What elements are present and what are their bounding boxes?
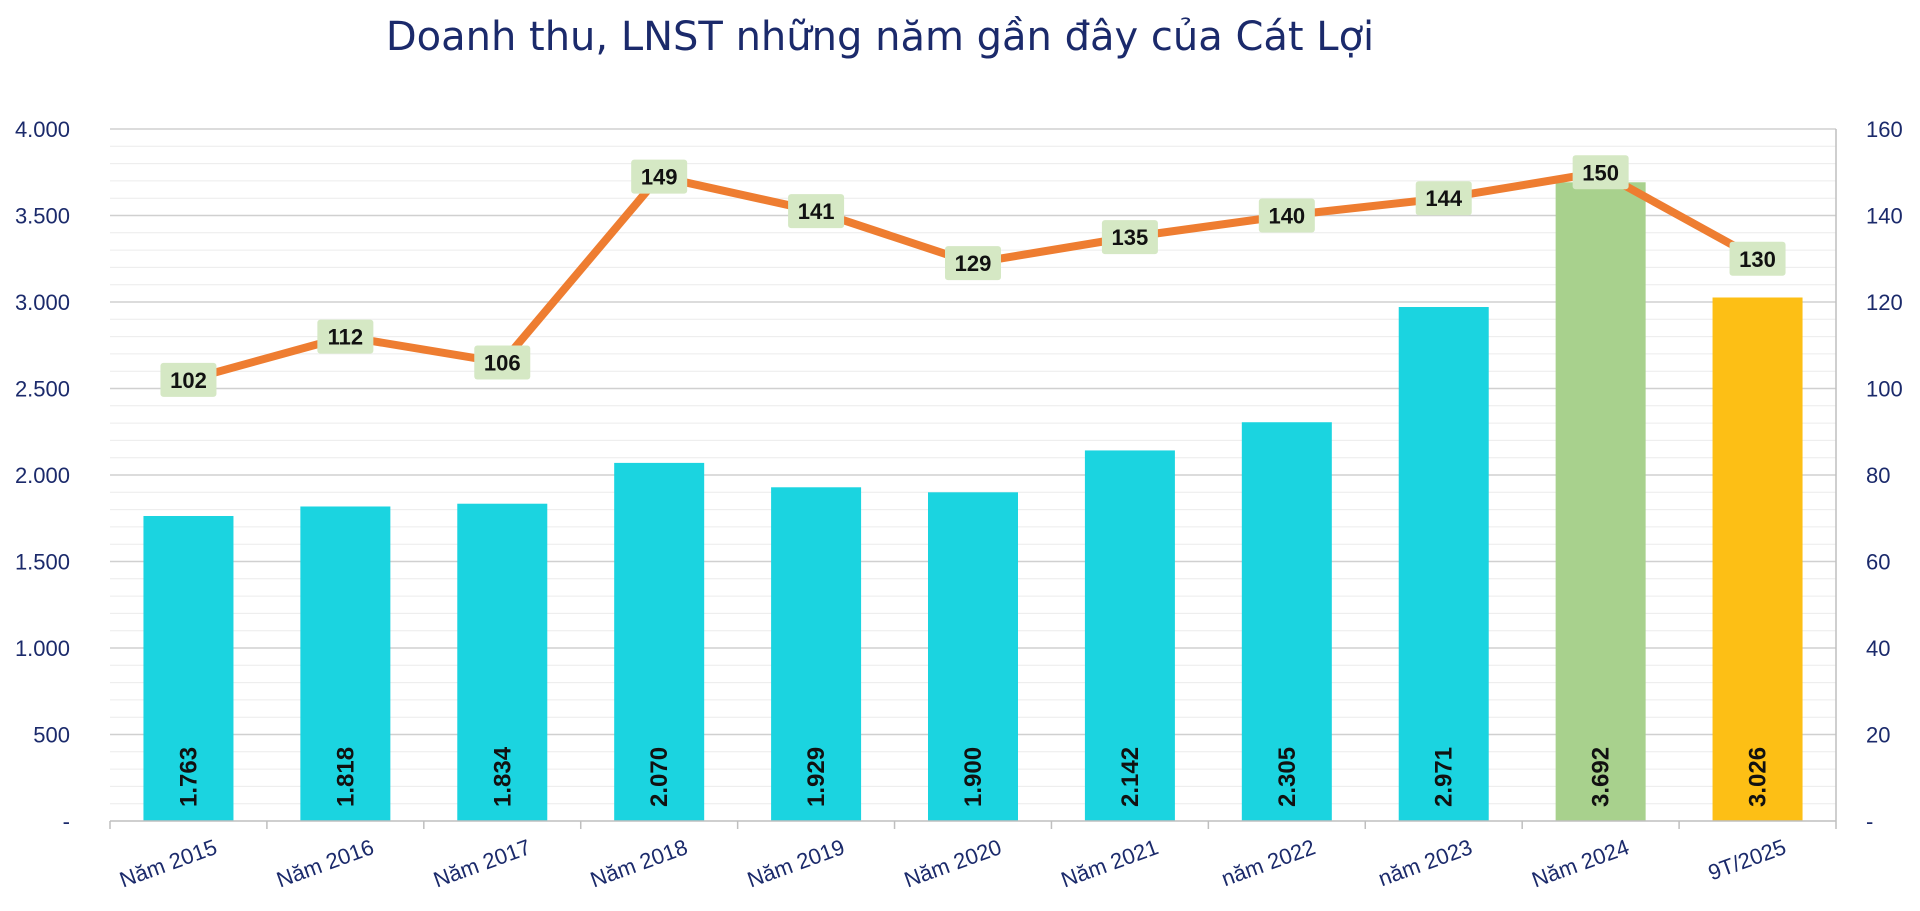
y-right-tick-label: 60 xyxy=(1866,550,1890,575)
y-right-tick-label: - xyxy=(1866,809,1873,834)
bar-value-label: 2.305 xyxy=(1274,747,1301,807)
x-category-label: 9T/2025 xyxy=(1705,834,1789,885)
y-left-tick-label: 3.000 xyxy=(15,290,70,315)
line-label-box xyxy=(631,159,688,194)
line-value-label: 140 xyxy=(1268,204,1305,229)
bar-value-label: 2.070 xyxy=(646,747,673,807)
x-category-label: Năm 2018 xyxy=(587,834,691,892)
line-label-box xyxy=(945,246,1001,281)
y-right-tick-label: 20 xyxy=(1866,723,1890,748)
line-label-box xyxy=(1729,241,1786,276)
y-left-tick-label: 2.500 xyxy=(15,377,70,402)
line-value-label: 144 xyxy=(1425,186,1462,211)
x-category-label: Năm 2016 xyxy=(273,834,377,892)
line-label-box xyxy=(1572,155,1629,190)
line-label-box xyxy=(1101,220,1158,255)
line-value-label: 149 xyxy=(641,165,678,190)
y-right-tick-label: 120 xyxy=(1866,290,1903,315)
bar-value-label: 1.763 xyxy=(175,747,202,807)
line-label-box xyxy=(317,319,374,354)
y-left-tick-label: 500 xyxy=(33,723,70,748)
bar-revenue xyxy=(143,516,234,821)
x-category-label: Năm 2020 xyxy=(901,834,1005,892)
bar-value-label: 3.692 xyxy=(1588,747,1615,807)
x-category-label: Năm 2017 xyxy=(430,834,534,892)
line-label-box xyxy=(788,194,845,229)
label-layer: 1.763 1.818 1.834 2.070 1.929 1.900 2.142 2.305… xyxy=(160,155,1786,807)
y-right-tick-label: 40 xyxy=(1866,636,1890,661)
x-category-label: năm 2023 xyxy=(1375,834,1476,891)
bar-revenue xyxy=(928,492,1018,821)
bar-revenue xyxy=(300,506,391,821)
x-category-label: Năm 2024 xyxy=(1528,834,1632,892)
bar-revenue xyxy=(1712,297,1803,821)
bars-layer xyxy=(143,182,1803,822)
bar-revenue xyxy=(1084,450,1175,821)
y-left-tick-label: 1.500 xyxy=(15,550,70,575)
y-left-tick-label: 1.000 xyxy=(15,636,70,661)
line-value-label: 129 xyxy=(955,251,992,276)
bar-revenue xyxy=(1241,422,1332,821)
bar-value-label: 1.900 xyxy=(960,747,987,807)
bar-value-label: 1.834 xyxy=(489,746,516,807)
y-right-tick-label: 100 xyxy=(1866,377,1903,402)
bar-revenue xyxy=(614,462,705,821)
bar-value-label: 3.026 xyxy=(1745,747,1772,807)
y-right-tick-label: 140 xyxy=(1866,204,1903,229)
line-value-label: 130 xyxy=(1739,247,1776,272)
bar-value-label: 1.818 xyxy=(332,747,359,807)
bar-value-label: 2.971 xyxy=(1431,747,1458,807)
bar-value-label: 2.142 xyxy=(1117,747,1144,807)
line-value-label: 150 xyxy=(1582,160,1619,185)
bar-revenue xyxy=(1555,182,1646,821)
line-value-label: 106 xyxy=(484,351,521,376)
line-label-box xyxy=(160,362,217,397)
line-value-label: 102 xyxy=(170,368,207,393)
line-value-label: 141 xyxy=(798,199,835,224)
y-left-tick-label: - xyxy=(63,809,70,834)
x-category-label: Năm 2021 xyxy=(1058,834,1162,892)
bar-revenue xyxy=(1398,307,1489,822)
bar-value-label: 1.929 xyxy=(803,747,830,807)
bar-revenue xyxy=(771,487,862,821)
line-value-label: 112 xyxy=(328,325,364,350)
chart-title: Doanh thu, LNST những năm gần đây của Cá… xyxy=(385,14,1375,60)
y-right-tick-label: 80 xyxy=(1866,463,1890,488)
bar-revenue xyxy=(457,503,548,821)
x-category-label: Năm 2015 xyxy=(116,834,220,892)
line-label-box xyxy=(1258,198,1315,233)
y-right-tick-label: 160 xyxy=(1866,117,1903,142)
y-left-tick-label: 2.000 xyxy=(15,463,70,488)
line-label-box xyxy=(1415,181,1472,216)
line-label-box xyxy=(474,345,531,380)
x-category-label: Năm 2019 xyxy=(744,834,848,892)
x-category-label: năm 2022 xyxy=(1218,834,1319,891)
y-left-tick-label: 4.000 xyxy=(15,117,70,142)
y-left-tick-label: 3.500 xyxy=(15,204,70,229)
line-value-label: 135 xyxy=(1112,225,1149,250)
